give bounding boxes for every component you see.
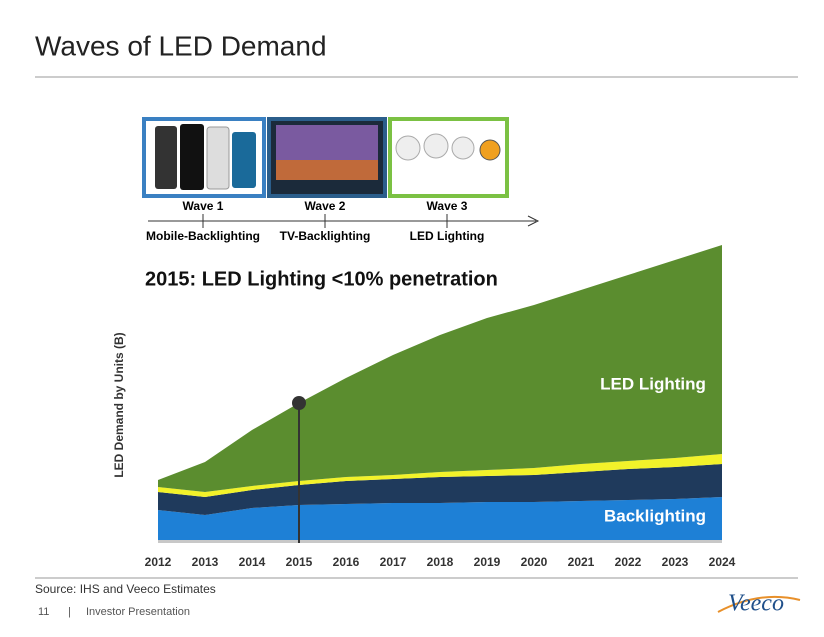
source: Source: IHS and Veeco Estimates (35, 582, 216, 596)
area-label: LED Lighting (600, 374, 706, 393)
bulb (395, 135, 421, 161)
area (158, 454, 722, 497)
x-tick-label: 2024 (709, 555, 736, 569)
annotation: 2015: LED Lighting <10% penetration (145, 268, 498, 290)
wave-sublabel: LED Lighting (410, 229, 485, 243)
phone (206, 126, 230, 190)
x-tick-label: 2013 (192, 555, 219, 569)
x-tick-label: 2021 (568, 555, 595, 569)
chart: 2012 2013 2014 2015 2016 2017 2018 2019 2020 2021… (112, 245, 736, 569)
phone (155, 126, 177, 189)
footer-separator: | (68, 606, 71, 618)
tv-screen-bottom (276, 160, 378, 180)
y-axis-label: LED Demand by Units (B) (112, 332, 126, 477)
logo: Veeco (728, 591, 784, 617)
x-tick-label: 2022 (615, 555, 642, 569)
x-tick-label: 2016 (333, 555, 360, 569)
wave-sublabel: Mobile-Backlighting (146, 229, 260, 243)
bulb (423, 133, 449, 159)
bulb (479, 139, 501, 161)
bulb (451, 136, 475, 160)
slide-title: Waves of LED Demand (35, 30, 327, 61)
page-number: 11 (38, 606, 49, 618)
phone (180, 124, 204, 190)
phone (232, 132, 256, 188)
arrow-head (527, 215, 540, 227)
x-tick-label: 2014 (239, 555, 266, 569)
wave-label: Wave 1 (183, 199, 224, 213)
x-tick-label: 2012 (145, 555, 172, 569)
x-tick-label: 2023 (662, 555, 689, 569)
x-tick-label: 2018 (427, 555, 454, 569)
x-tick-label: 2020 (521, 555, 548, 569)
x-tick-label: 2017 (380, 555, 407, 569)
wave-sublabel: TV-Backlighting (280, 229, 371, 243)
area-label: Backlighting (604, 506, 706, 525)
x-tick-label: 2019 (474, 555, 501, 569)
timeline (148, 215, 540, 227)
wave-label: Wave 2 (305, 199, 346, 213)
wave-label: Wave 3 (427, 199, 468, 213)
logo-swoosh (717, 595, 801, 613)
marker-dot (292, 396, 306, 410)
footer-text: Investor Presentation (86, 606, 190, 618)
wave-images (142, 117, 509, 198)
x-tick-label: 2015 (286, 555, 313, 569)
